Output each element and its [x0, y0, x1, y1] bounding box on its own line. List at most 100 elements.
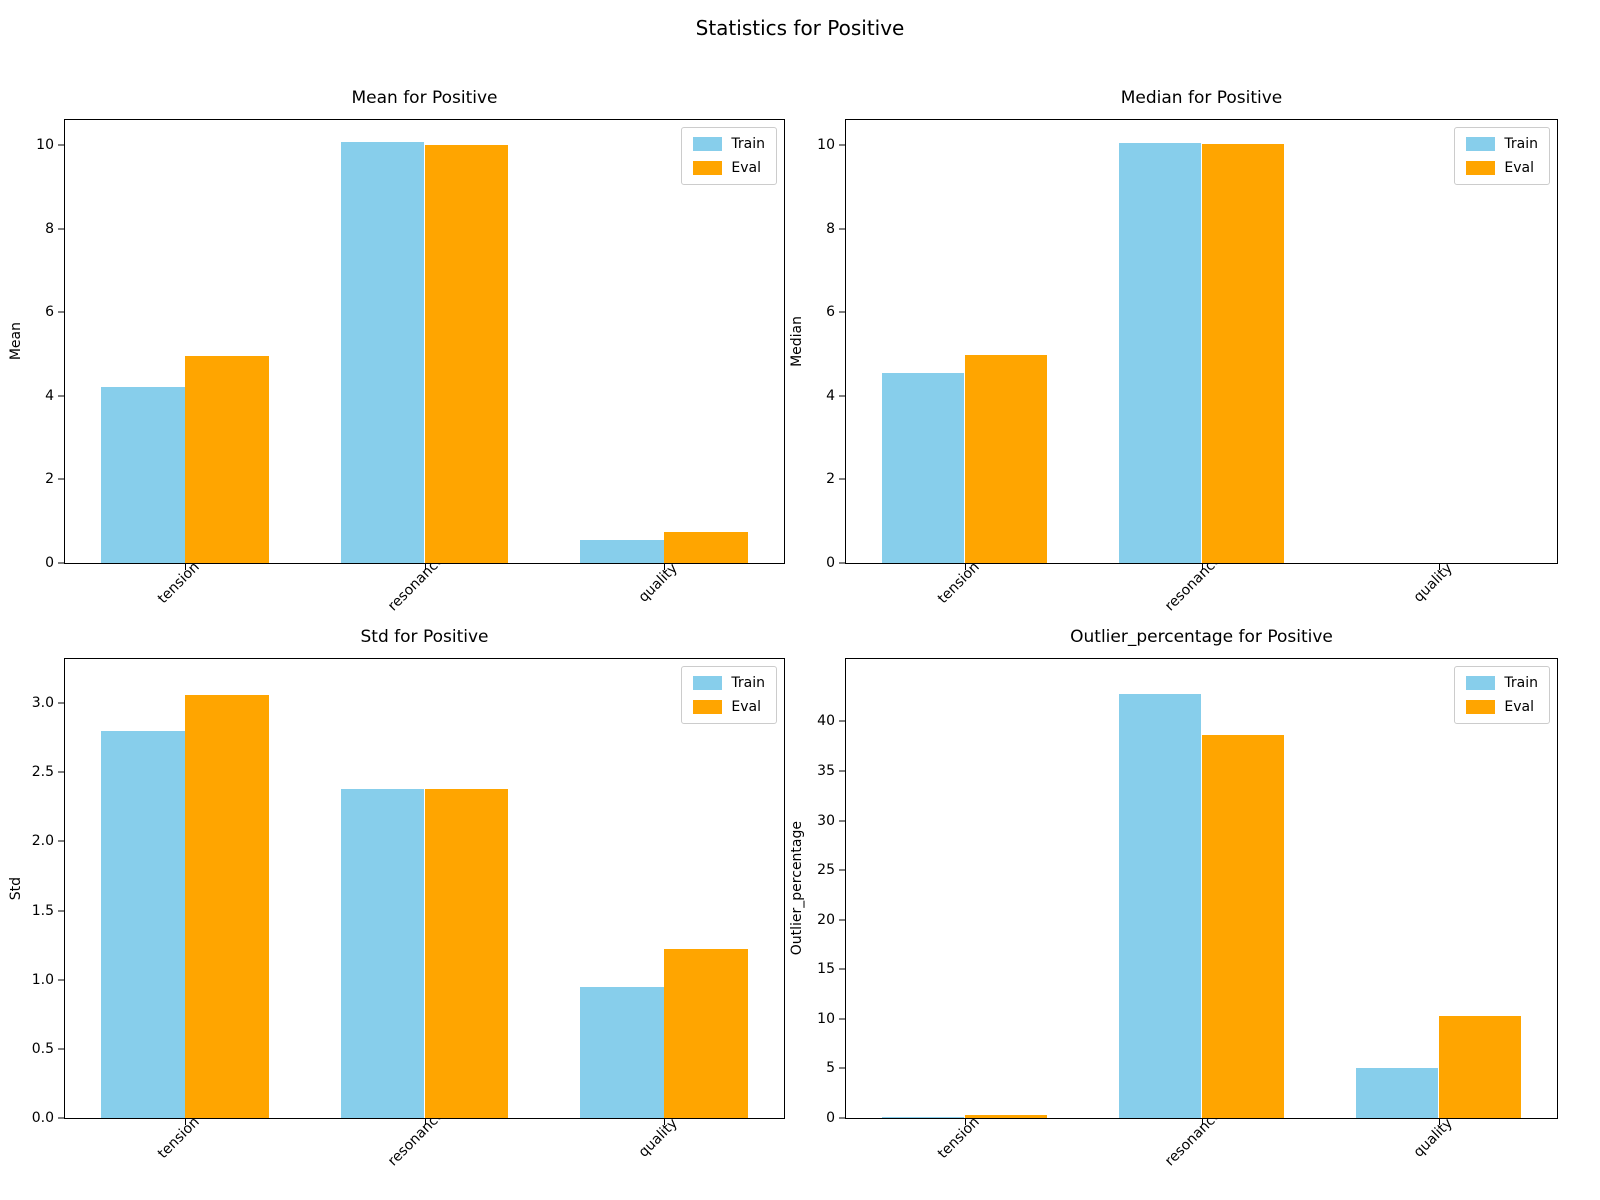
legend-entry-train: Train: [693, 675, 765, 691]
x-tick-label-quality: quality: [635, 1115, 682, 1161]
legend-swatch-train: [693, 137, 723, 151]
y-tick: [58, 311, 65, 313]
plot-title: Mean for Positive: [351, 88, 498, 108]
subplot-median: Median for Positive Median Train Eval 0 2…: [789, 88, 1558, 614]
y-tick: [839, 720, 846, 722]
legend-entry-eval: Eval: [693, 699, 765, 715]
y-tick: [58, 840, 65, 842]
legend-label-train: Train: [731, 675, 765, 691]
y-tick-label: 4: [45, 387, 54, 404]
legend-entry-eval: Eval: [693, 160, 765, 176]
y-axis-label: Outlier_percentage: [789, 821, 805, 956]
y-tick: [58, 562, 65, 564]
y-tick: [839, 919, 846, 921]
legend-entry-train: Train: [1466, 675, 1538, 691]
y-tick: [839, 144, 846, 146]
x-tick: [424, 1118, 426, 1125]
y-tick: [839, 1067, 846, 1069]
x-tick: [1201, 563, 1203, 570]
bar-train-resonance: [1118, 142, 1202, 563]
y-tick: [58, 478, 65, 480]
y-tick: [58, 771, 65, 773]
x-tick: [1438, 1118, 1440, 1125]
x-tick: [424, 563, 426, 570]
x-tick: [1438, 563, 1440, 570]
bar-train-quality: [580, 986, 665, 1118]
y-tick: [58, 1117, 65, 1119]
legend-swatch-train: [1466, 137, 1496, 151]
y-tick-label: 2: [826, 471, 835, 488]
bar-train-resonance: [1118, 693, 1202, 1118]
subplot-std: Std for Positive Std Train Eval 0.0 0.5 1.…: [8, 627, 785, 1169]
bar-eval-resonance: [424, 145, 509, 563]
legend-entry-eval: Eval: [1466, 160, 1538, 176]
legend-entry-train: Train: [693, 136, 765, 152]
y-tick-label: 8: [45, 220, 54, 237]
legend-label-eval: Eval: [731, 160, 762, 176]
bar-train-resonance: [340, 788, 425, 1118]
x-tick-label-tension: tension: [154, 559, 203, 607]
y-tick: [839, 869, 846, 871]
plot-title: Median for Positive: [1120, 88, 1283, 108]
bar-eval-quality: [1438, 1015, 1522, 1118]
bar-train-tension: [100, 387, 185, 563]
bar-eval-tension: [184, 356, 269, 563]
bar-train-resonance: [340, 141, 425, 563]
legend-entry-eval: Eval: [1466, 699, 1538, 715]
y-tick-label: 10: [36, 137, 54, 154]
y-tick-label: 1.0: [31, 971, 54, 988]
legend: Train Eval: [681, 666, 777, 724]
legend-entry-train: Train: [1466, 136, 1538, 152]
bar-eval-resonance: [1201, 735, 1285, 1118]
y-tick-label: 2.5: [31, 764, 54, 781]
y-tick-label: 15: [817, 961, 835, 978]
bar-eval-tension: [964, 1115, 1048, 1118]
bar-eval-resonance: [1201, 143, 1285, 563]
y-tick-label: 2.0: [31, 833, 54, 850]
x-tick: [964, 1118, 966, 1125]
bar-eval-tension: [184, 694, 269, 1118]
y-tick-label: 4: [826, 387, 835, 404]
y-tick: [839, 478, 846, 480]
y-tick: [58, 1048, 65, 1050]
y-axis-label: Mean: [8, 322, 24, 361]
legend-label-train: Train: [731, 136, 765, 152]
plot-title: Outlier_percentage for Positive: [1070, 627, 1333, 647]
legend: Train Eval: [1454, 127, 1550, 185]
subplot-outlier-percentage: Outlier_percentage for Positive Outlier_…: [789, 627, 1558, 1169]
x-tick: [184, 563, 186, 570]
y-tick-label: 1.5: [31, 902, 54, 919]
y-tick-label: 40: [817, 713, 835, 730]
y-tick: [839, 770, 846, 772]
legend-label-eval: Eval: [1504, 699, 1535, 715]
legend-swatch-eval: [1466, 161, 1496, 175]
y-tick: [58, 228, 65, 230]
y-tick-label: 2: [45, 471, 54, 488]
legend-swatch-train: [693, 676, 723, 690]
legend: Train Eval: [1454, 666, 1550, 724]
bar-train-quality: [580, 540, 665, 563]
y-tick-label: 6: [826, 304, 835, 321]
y-tick-label: 5: [826, 1060, 835, 1077]
legend-swatch-eval: [693, 161, 723, 175]
x-tick-label-tension: tension: [934, 559, 983, 607]
y-tick: [839, 1018, 846, 1020]
y-tick-label: 25: [817, 862, 835, 879]
x-tick-label-quality: quality: [1410, 560, 1456, 606]
legend-swatch-eval: [693, 700, 723, 714]
subplot-mean: Mean for Positive Mean Train Eval 0 2 4 6 8 1…: [8, 88, 785, 614]
bar-train-quality: [1355, 1068, 1439, 1118]
y-tick-label: 0.5: [31, 1040, 54, 1057]
bar-eval-tension: [964, 355, 1048, 563]
legend-swatch-train: [1466, 676, 1496, 690]
y-tick: [839, 228, 846, 230]
legend-label-train: Train: [1504, 136, 1538, 152]
bar-eval-quality: [664, 949, 749, 1118]
legend-swatch-eval: [1466, 700, 1496, 714]
y-tick-label: 10: [817, 1010, 835, 1027]
x-tick: [964, 563, 966, 570]
y-tick: [58, 979, 65, 981]
y-tick-label: 0: [826, 1110, 835, 1126]
bar-train-tension: [881, 372, 965, 563]
y-tick-label: 0: [45, 555, 54, 571]
